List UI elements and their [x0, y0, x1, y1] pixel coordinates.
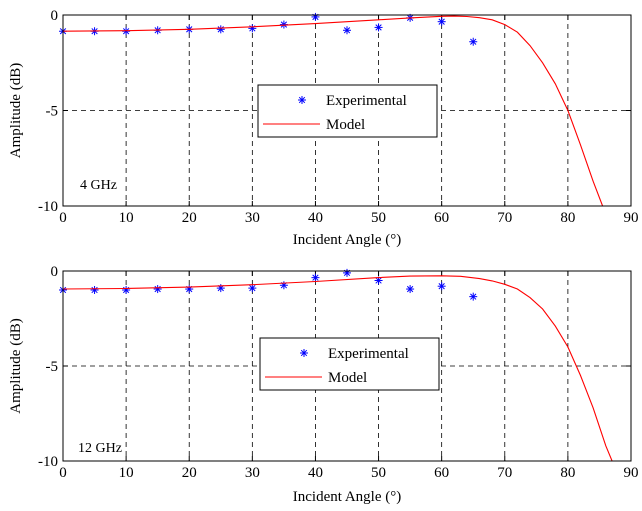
x-tick-label: 50 — [371, 465, 386, 481]
y-tick-label: 0 — [51, 8, 59, 24]
x-tick-label: 40 — [308, 465, 323, 481]
data-point-experimental — [437, 282, 446, 291]
legend-label-model: Model — [328, 370, 367, 386]
data-point-experimental — [90, 286, 99, 294]
axes-frame — [62, 14, 632, 207]
frequency-annotation: 12 GHz — [78, 441, 122, 456]
y-axis-label: Amplitude (dB) — [8, 63, 24, 158]
data-point-experimental — [469, 37, 478, 46]
axes-frame — [62, 270, 632, 462]
chart-panel-2: 0 10 20 30 40 50 60 70 80 90 0 -5 -10 Experimental Mod… — [8, 264, 639, 505]
y-axis-label: Amplitude (dB) — [8, 318, 24, 413]
y-tick-label: -10 — [38, 454, 58, 470]
x-tick-label: 10 — [119, 210, 134, 226]
y-tick-label: -10 — [38, 199, 58, 215]
x-tick-label: 30 — [245, 465, 260, 481]
chart-panel-1: 0 10 20 30 40 50 60 70 80 90 0 -5 -10 Experimental Mod… — [8, 8, 639, 248]
legend-label-experimental: Experimental — [328, 346, 409, 362]
data-point-experimental — [122, 286, 131, 294]
x-tick-label: 0 — [59, 465, 67, 481]
data-point-experimental — [343, 268, 351, 277]
x-tick-label: 70 — [497, 210, 512, 226]
x-tick-label: 20 — [182, 210, 197, 226]
x-tick-label: 50 — [371, 210, 386, 226]
y-tick-label: 0 — [51, 264, 59, 280]
data-point-experimental — [469, 292, 478, 301]
x-tick-label: 80 — [560, 465, 575, 481]
data-point-experimental — [248, 284, 257, 293]
legend-label-model: Model — [326, 117, 365, 133]
data-point-experimental — [406, 285, 415, 294]
data-point-experimental — [343, 26, 351, 35]
data-point-experimental — [311, 12, 320, 21]
frequency-annotation: 4 GHz — [80, 178, 117, 193]
x-tick-label: 90 — [624, 210, 639, 226]
x-tick-label: 30 — [245, 210, 260, 226]
y-tick-label: -5 — [46, 104, 59, 120]
data-point-experimental — [153, 285, 162, 294]
x-tick-label: 0 — [59, 210, 67, 226]
series-line-model — [63, 15, 604, 206]
legend-marker-experimental — [300, 349, 308, 357]
legend: Experimental Model — [259, 337, 440, 391]
x-tick-label: 20 — [182, 465, 197, 481]
series-line-model — [63, 275, 613, 461]
x-axis-label: Incident Angle (°) — [293, 232, 401, 248]
x-tick-label: 40 — [308, 210, 323, 226]
legend-box — [259, 337, 440, 391]
x-tick-label: 60 — [434, 210, 449, 226]
legend-label-experimental: Experimental — [326, 93, 407, 109]
data-point-experimental — [437, 17, 446, 26]
x-tick-label: 80 — [560, 210, 575, 226]
legend: Experimental Model — [257, 84, 438, 138]
legend-box — [257, 84, 438, 138]
y-tick-label: -5 — [46, 359, 59, 375]
data-point-experimental — [374, 23, 383, 32]
data-point-experimental — [311, 273, 320, 282]
legend-marker-experimental — [298, 96, 306, 104]
x-tick-label: 60 — [434, 465, 449, 481]
x-axis-label: Incident Angle (°) — [293, 489, 401, 505]
x-tick-label: 90 — [624, 465, 639, 481]
x-tick-label: 10 — [119, 465, 134, 481]
x-tick-label: 70 — [497, 465, 512, 481]
